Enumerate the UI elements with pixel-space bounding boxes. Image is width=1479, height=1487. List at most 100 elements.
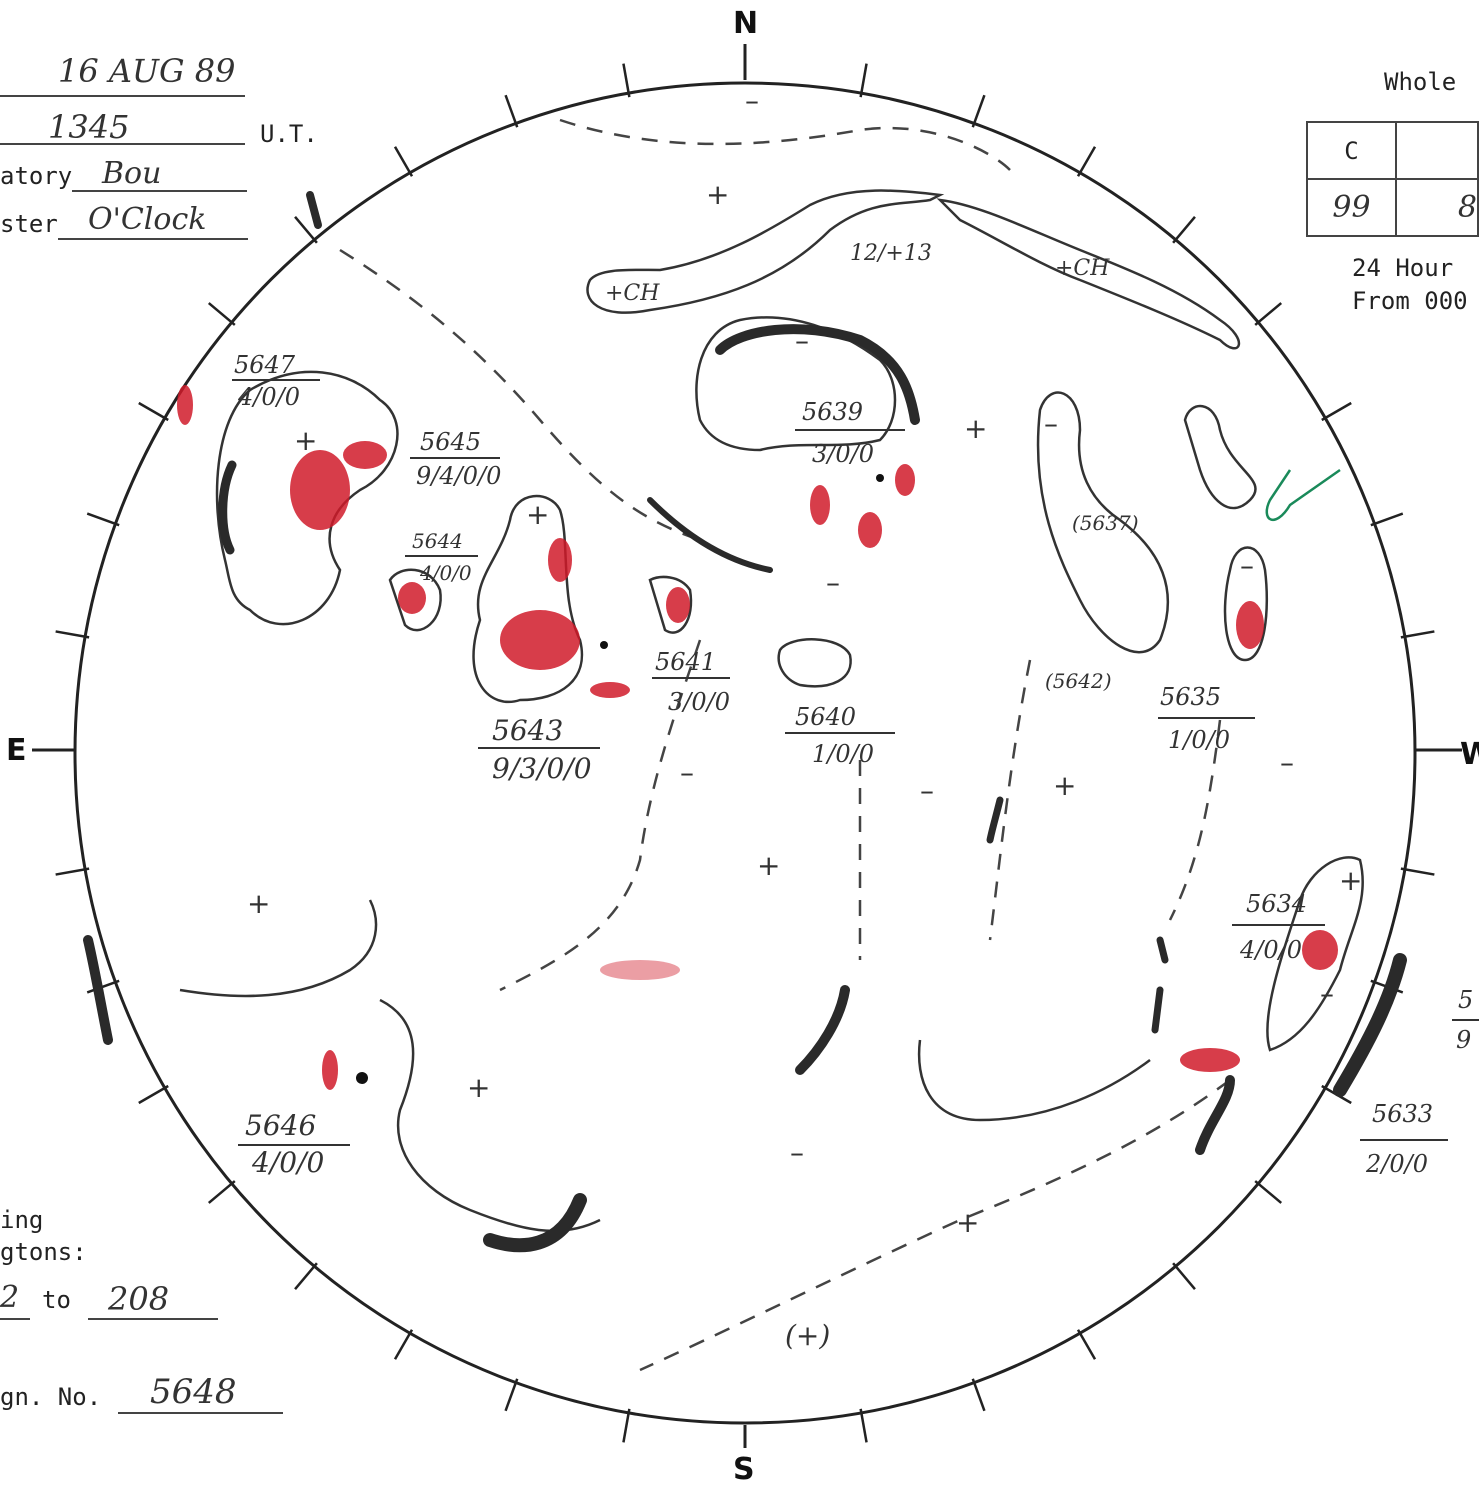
- limb-tick: [859, 1408, 868, 1443]
- plage-south: [600, 960, 680, 980]
- range-start-value: 2: [0, 1280, 20, 1315]
- coronal-hole-north-ch1: [586, 189, 945, 314]
- neutral-line-center: [499, 639, 702, 992]
- limb-tick: [393, 1329, 414, 1360]
- annotation-labels: +CH +CH 12/+13 (+): [605, 241, 1110, 1352]
- limb-tick: [207, 1180, 236, 1204]
- region-label-5646: 5646: [245, 1109, 316, 1142]
- region-label-5644: 5644: [412, 529, 463, 553]
- limb-tick: [138, 1084, 169, 1105]
- observatory-label: atory: [0, 162, 73, 190]
- limb-tick: [622, 1408, 631, 1443]
- limb-tick: [971, 1378, 986, 1412]
- minus-mark: –: [826, 566, 840, 599]
- minus-mark: –: [790, 1136, 804, 1169]
- minus-mark: –: [745, 84, 759, 117]
- plage-5635: [1236, 601, 1264, 649]
- plage-5644: [398, 582, 426, 614]
- filaments: [83, 191, 1407, 1253]
- range-end-underline: [88, 1318, 218, 1320]
- range-start-underline: [0, 1318, 30, 1320]
- neutral-line-north: [559, 118, 1011, 171]
- spot-dot-5643: [600, 641, 608, 649]
- observatory-underline: [72, 190, 247, 192]
- region-label-5639: 5639: [802, 398, 863, 426]
- plus-mark: +: [1339, 864, 1362, 897]
- plage-5643-c: [590, 682, 630, 698]
- green-mark: [1265, 468, 1341, 522]
- region-label-5647: 5647: [234, 351, 296, 379]
- region-5641-outline: [648, 575, 693, 634]
- limb-tick: [1254, 1180, 1283, 1204]
- region-class-5633: 2/0/0: [1365, 1150, 1428, 1178]
- region-class-5643: 9/3/0/0: [492, 752, 592, 785]
- plus-mark: +: [294, 424, 317, 457]
- forecaster-underline: [58, 238, 248, 240]
- time-underline: [0, 143, 245, 145]
- whole-disk-value-c: 99: [1306, 178, 1397, 237]
- ch-label-2: +CH: [1055, 256, 1110, 281]
- region-label-5635: 5635: [1160, 683, 1221, 711]
- region-5647-outline: [215, 370, 399, 626]
- region-class-5644: 4/0/0: [419, 561, 472, 585]
- neutral-line-west: [988, 659, 1032, 941]
- range-to-label: to: [42, 1286, 71, 1314]
- neutral-line-south: [639, 1078, 1231, 1372]
- region-class-5647: 4/0/0: [237, 383, 300, 411]
- region-5640-outline: [777, 638, 852, 688]
- neutral-line-far-west: [1168, 719, 1222, 921]
- limb-prominence-west: [1333, 953, 1407, 1097]
- minus-mark: –: [920, 774, 934, 807]
- whole-disk-header-c: C: [1306, 121, 1397, 180]
- region-labels: 5647 4/0/0 5645 9/4/0/0 5644 4/0/0 5643 …: [232, 351, 1479, 1179]
- plage-5645: [290, 450, 350, 530]
- region-5639-outline: [695, 316, 897, 452]
- rotation-underline: [118, 1412, 283, 1414]
- green-annotation: [1265, 468, 1341, 522]
- minus-mark: –: [795, 324, 809, 357]
- limb-tick: [55, 867, 90, 876]
- limb-tick: [86, 512, 120, 527]
- limb-tick: [207, 302, 236, 326]
- ch-label-1: +CH: [605, 281, 660, 306]
- limb-tick: [138, 401, 169, 422]
- limb-tick: [1400, 867, 1435, 876]
- rotation-value: 5648: [150, 1372, 237, 1412]
- region-class-5640: 1/0/0: [812, 740, 874, 768]
- region-label-offdisk: 5: [1458, 986, 1473, 1014]
- region-class-5635: 1/0/0: [1168, 726, 1230, 754]
- plus-mark: +: [1053, 769, 1076, 802]
- plus-paren-label: (+): [785, 1319, 830, 1352]
- plus-mark: +: [467, 1071, 490, 1104]
- limb-tick: [1400, 630, 1435, 639]
- region-label-5633: 5633: [1372, 1100, 1433, 1128]
- time-unit-label: U.T.: [260, 120, 318, 148]
- region-5635-outline-north: [1183, 404, 1257, 510]
- solar-limb-circle: [73, 81, 1417, 1425]
- limb-tick: [504, 94, 519, 128]
- limb-tick: [55, 630, 90, 639]
- spot-dot-5639: [876, 474, 884, 482]
- minus-mark: –: [1240, 549, 1254, 582]
- region-label-5637: (5637): [1072, 511, 1139, 535]
- plage-5639-c: [895, 464, 915, 496]
- plus-mark: +: [526, 498, 549, 531]
- region-label-5642: (5642): [1045, 669, 1112, 693]
- plus-mark: +: [706, 178, 729, 211]
- limb-tick: [1076, 146, 1097, 177]
- date-value: 16 AUG 89: [58, 52, 236, 90]
- minus-mark: –: [1044, 407, 1058, 440]
- region-class-5641: 3/0/0: [668, 688, 730, 716]
- plage-5639: [810, 485, 830, 525]
- compass-west: W: [1460, 737, 1479, 772]
- limb-tick: [1321, 401, 1352, 422]
- region-5643-outline: [472, 494, 584, 703]
- limb-prominence-east: [83, 935, 113, 1045]
- fraction-label: 12/+13: [850, 241, 932, 266]
- plage-sw: [1180, 1048, 1240, 1072]
- minus-mark: –: [680, 756, 694, 789]
- filament-5641: [647, 497, 773, 573]
- degree-ticks: [55, 63, 1435, 1443]
- region-5635-outline: [1223, 546, 1269, 662]
